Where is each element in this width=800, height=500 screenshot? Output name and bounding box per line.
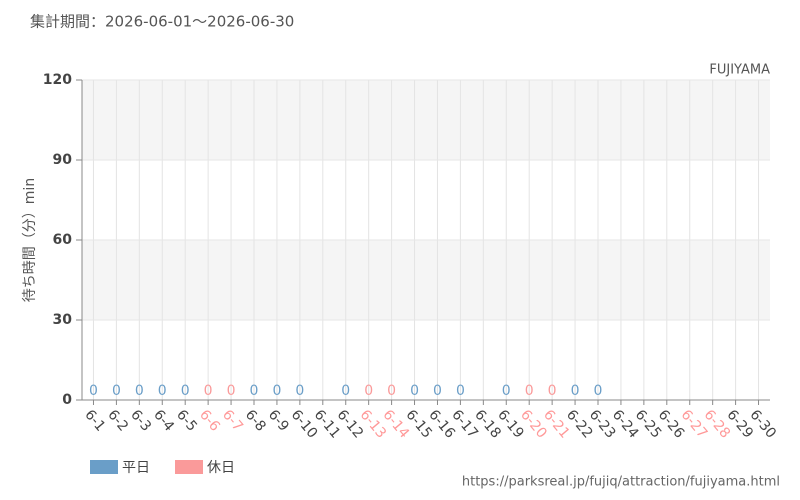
data-label: 0: [594, 383, 603, 399]
data-label: 0: [158, 383, 167, 399]
y-tick-label: 90: [53, 152, 73, 168]
legend-swatch: [90, 460, 118, 474]
data-label: 0: [456, 383, 465, 399]
x-tick-label: 6-7: [219, 407, 246, 435]
data-label: 0: [112, 383, 121, 399]
data-label: 0: [548, 383, 557, 399]
data-label: 0: [387, 383, 396, 399]
legend-swatch: [175, 460, 203, 474]
x-tick-label: 6-4: [150, 407, 177, 435]
data-label: 0: [502, 383, 511, 399]
data-label: 0: [204, 383, 213, 399]
data-label: 0: [227, 383, 236, 399]
y-tick-label: 60: [53, 232, 73, 248]
grid-band: [82, 240, 770, 320]
x-tick-label: 6-5: [173, 407, 200, 435]
legend-label: 休日: [207, 460, 235, 476]
x-tick-label: 6-9: [265, 407, 292, 435]
data-label: 0: [364, 383, 373, 399]
x-tick-label: 6-1: [81, 407, 108, 435]
x-tick-label: 6-2: [104, 407, 131, 435]
y-tick-label: 30: [53, 312, 73, 328]
data-label: 0: [135, 383, 144, 399]
chart-title: 集計期間：2026-06-01～2026-06-30: [30, 13, 294, 31]
x-tick-label: 6-6: [196, 407, 223, 435]
data-label: 0: [295, 383, 304, 399]
data-label: 0: [89, 383, 98, 399]
chart-subtitle: FUJIYAMA: [709, 63, 770, 78]
legend-label: 平日: [122, 460, 150, 476]
grid-band: [82, 80, 770, 160]
data-label: 0: [341, 383, 350, 399]
x-tick-label: 6-8: [242, 407, 269, 435]
y-tick-label: 0: [62, 392, 72, 408]
y-tick-label: 120: [43, 72, 72, 88]
data-label: 0: [525, 383, 534, 399]
data-label: 0: [571, 383, 580, 399]
data-label: 0: [433, 383, 442, 399]
y-axis-label: 待ち時間（分）min: [22, 178, 38, 302]
source-url: https://parksreal.jp/fujiq/attraction/fu…: [462, 475, 780, 490]
data-label: 0: [250, 383, 259, 399]
data-label: 0: [272, 383, 281, 399]
x-tick-label: 6-3: [127, 407, 154, 435]
data-label: 0: [410, 383, 419, 399]
data-label: 0: [181, 383, 190, 399]
